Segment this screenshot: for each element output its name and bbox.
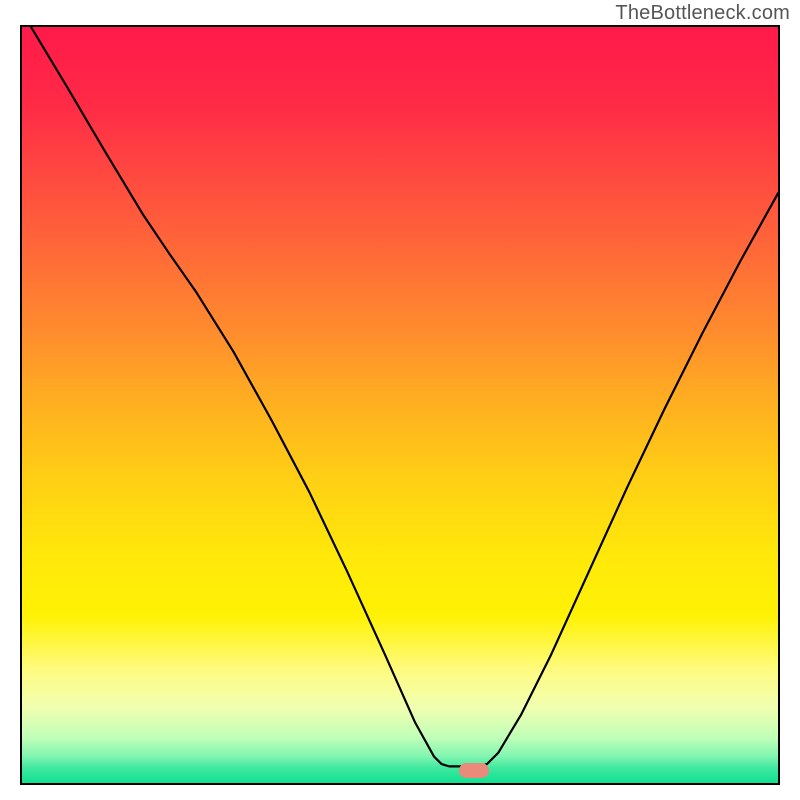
optimal-point-marker <box>459 763 489 778</box>
bottleneck-chart: TheBottleneck.com <box>0 0 800 800</box>
plot-area <box>20 25 780 785</box>
bottleneck-curve <box>22 27 778 783</box>
watermark-text: TheBottleneck.com <box>615 2 790 25</box>
